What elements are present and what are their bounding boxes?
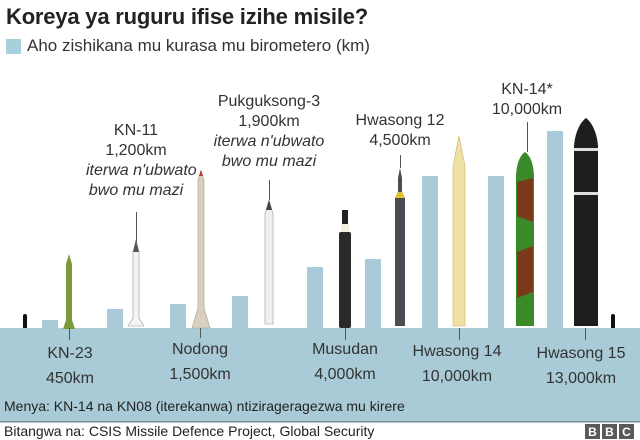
missile-nodong-icon <box>191 170 211 329</box>
missile-kn11-icon <box>127 240 145 327</box>
missile-range: 13,000km <box>545 370 617 387</box>
missile-musudan-icon <box>339 210 351 328</box>
label-hwasong14: Hwasong 14 10,000km <box>402 342 512 387</box>
range-bar-nodong <box>170 304 186 328</box>
missile-range: 10,000km <box>421 368 493 385</box>
label-kn14: KN-14* 10,000km <box>482 80 572 120</box>
logo-letter: B <box>602 424 617 439</box>
missile-name: KN-14* <box>501 81 553 98</box>
label-hwasong15: Hwasong 15 13,000km <box>522 344 640 389</box>
missile-range: 10,000km <box>491 101 563 118</box>
label-nodong: Nodong 1,500km <box>160 340 240 385</box>
missile-name: Pukguksong-3 <box>217 93 321 110</box>
range-bar-hwasong14 <box>422 176 438 328</box>
source-credit: Bitangwa na: CSIS Missile Defence Projec… <box>4 423 375 439</box>
legend: Aho zishikana mu kurasa mu birometero (k… <box>6 36 370 56</box>
missile-hwasong14-icon <box>452 136 466 327</box>
range-bar-musudan <box>307 267 323 328</box>
chart-title: Koreya ya ruguru ifise izihe misile? <box>6 4 369 29</box>
range-bar-hwasong15 <box>547 131 563 328</box>
missile-note: bwo mu mazi <box>88 182 184 199</box>
footer-divider <box>0 421 640 422</box>
missile-range: 1,200km <box>105 142 167 159</box>
missile-name: Hwasong 12 <box>355 112 445 129</box>
missile-range: 1,900km <box>238 113 300 130</box>
missile-name: Nodong <box>171 341 229 358</box>
missile-kn23-icon <box>63 254 75 329</box>
missile-hwasong15-icon <box>574 118 598 326</box>
footnote: Menya: KN-14 na KN08 (iterekanwa) ntizir… <box>4 398 405 414</box>
missile-note: iterwa n'ubwato <box>213 133 325 150</box>
label-tick <box>527 122 528 152</box>
person-icon <box>23 314 27 328</box>
label-tick <box>400 155 401 168</box>
label-tick <box>459 328 460 340</box>
legend-swatch <box>6 38 21 54</box>
person-icon <box>611 314 615 328</box>
missile-range: 1,500km <box>169 366 231 383</box>
legend-label: Aho zishikana mu kurasa mu birometero (k… <box>27 36 370 55</box>
label-tick <box>345 328 346 340</box>
range-bar-kn14 <box>488 176 504 328</box>
missile-hwasong12-icon <box>395 168 405 326</box>
logo-letter: B <box>585 424 600 439</box>
logo-letter: C <box>619 424 634 439</box>
range-bar-pukguksong3 <box>232 296 248 328</box>
missile-name: Musudan <box>312 341 378 358</box>
label-tick <box>200 328 201 338</box>
label-tick <box>269 180 270 200</box>
label-kn23: KN-23 450km <box>30 344 110 389</box>
ground-band <box>0 328 640 423</box>
missile-kn14-icon <box>516 152 534 326</box>
missile-range: 450km <box>45 370 95 387</box>
missile-name: Hwasong 15 <box>536 345 626 362</box>
range-bar-kn23 <box>42 320 58 328</box>
range-bar-kn11 <box>107 309 123 328</box>
label-tick <box>585 328 586 340</box>
label-kn11: KN-11 1,200km iterwa n'ubwato bwo mu maz… <box>86 121 197 201</box>
label-tick <box>69 328 70 340</box>
label-tick <box>136 212 137 242</box>
missile-name: KN-11 <box>113 122 159 139</box>
missile-range: 4,500km <box>369 132 431 149</box>
range-bar-hwasong12 <box>365 259 381 328</box>
label-hwasong12: Hwasong 12 4,500km <box>345 111 455 151</box>
missile-name: Hwasong 14 <box>412 343 502 360</box>
missile-name: KN-23 <box>47 345 93 362</box>
label-musudan: Musudan 4,000km <box>300 340 390 385</box>
missile-range: 4,000km <box>314 366 376 383</box>
missile-note: bwo mu mazi <box>221 153 317 170</box>
label-pukguksong3: Pukguksong-3 1,900km iterwa n'ubwato bwo… <box>209 92 329 172</box>
bbc-logo: B B C <box>585 424 634 439</box>
missile-pukguksong3-icon <box>264 200 274 325</box>
missile-note: iterwa n'ubwato <box>86 162 197 179</box>
